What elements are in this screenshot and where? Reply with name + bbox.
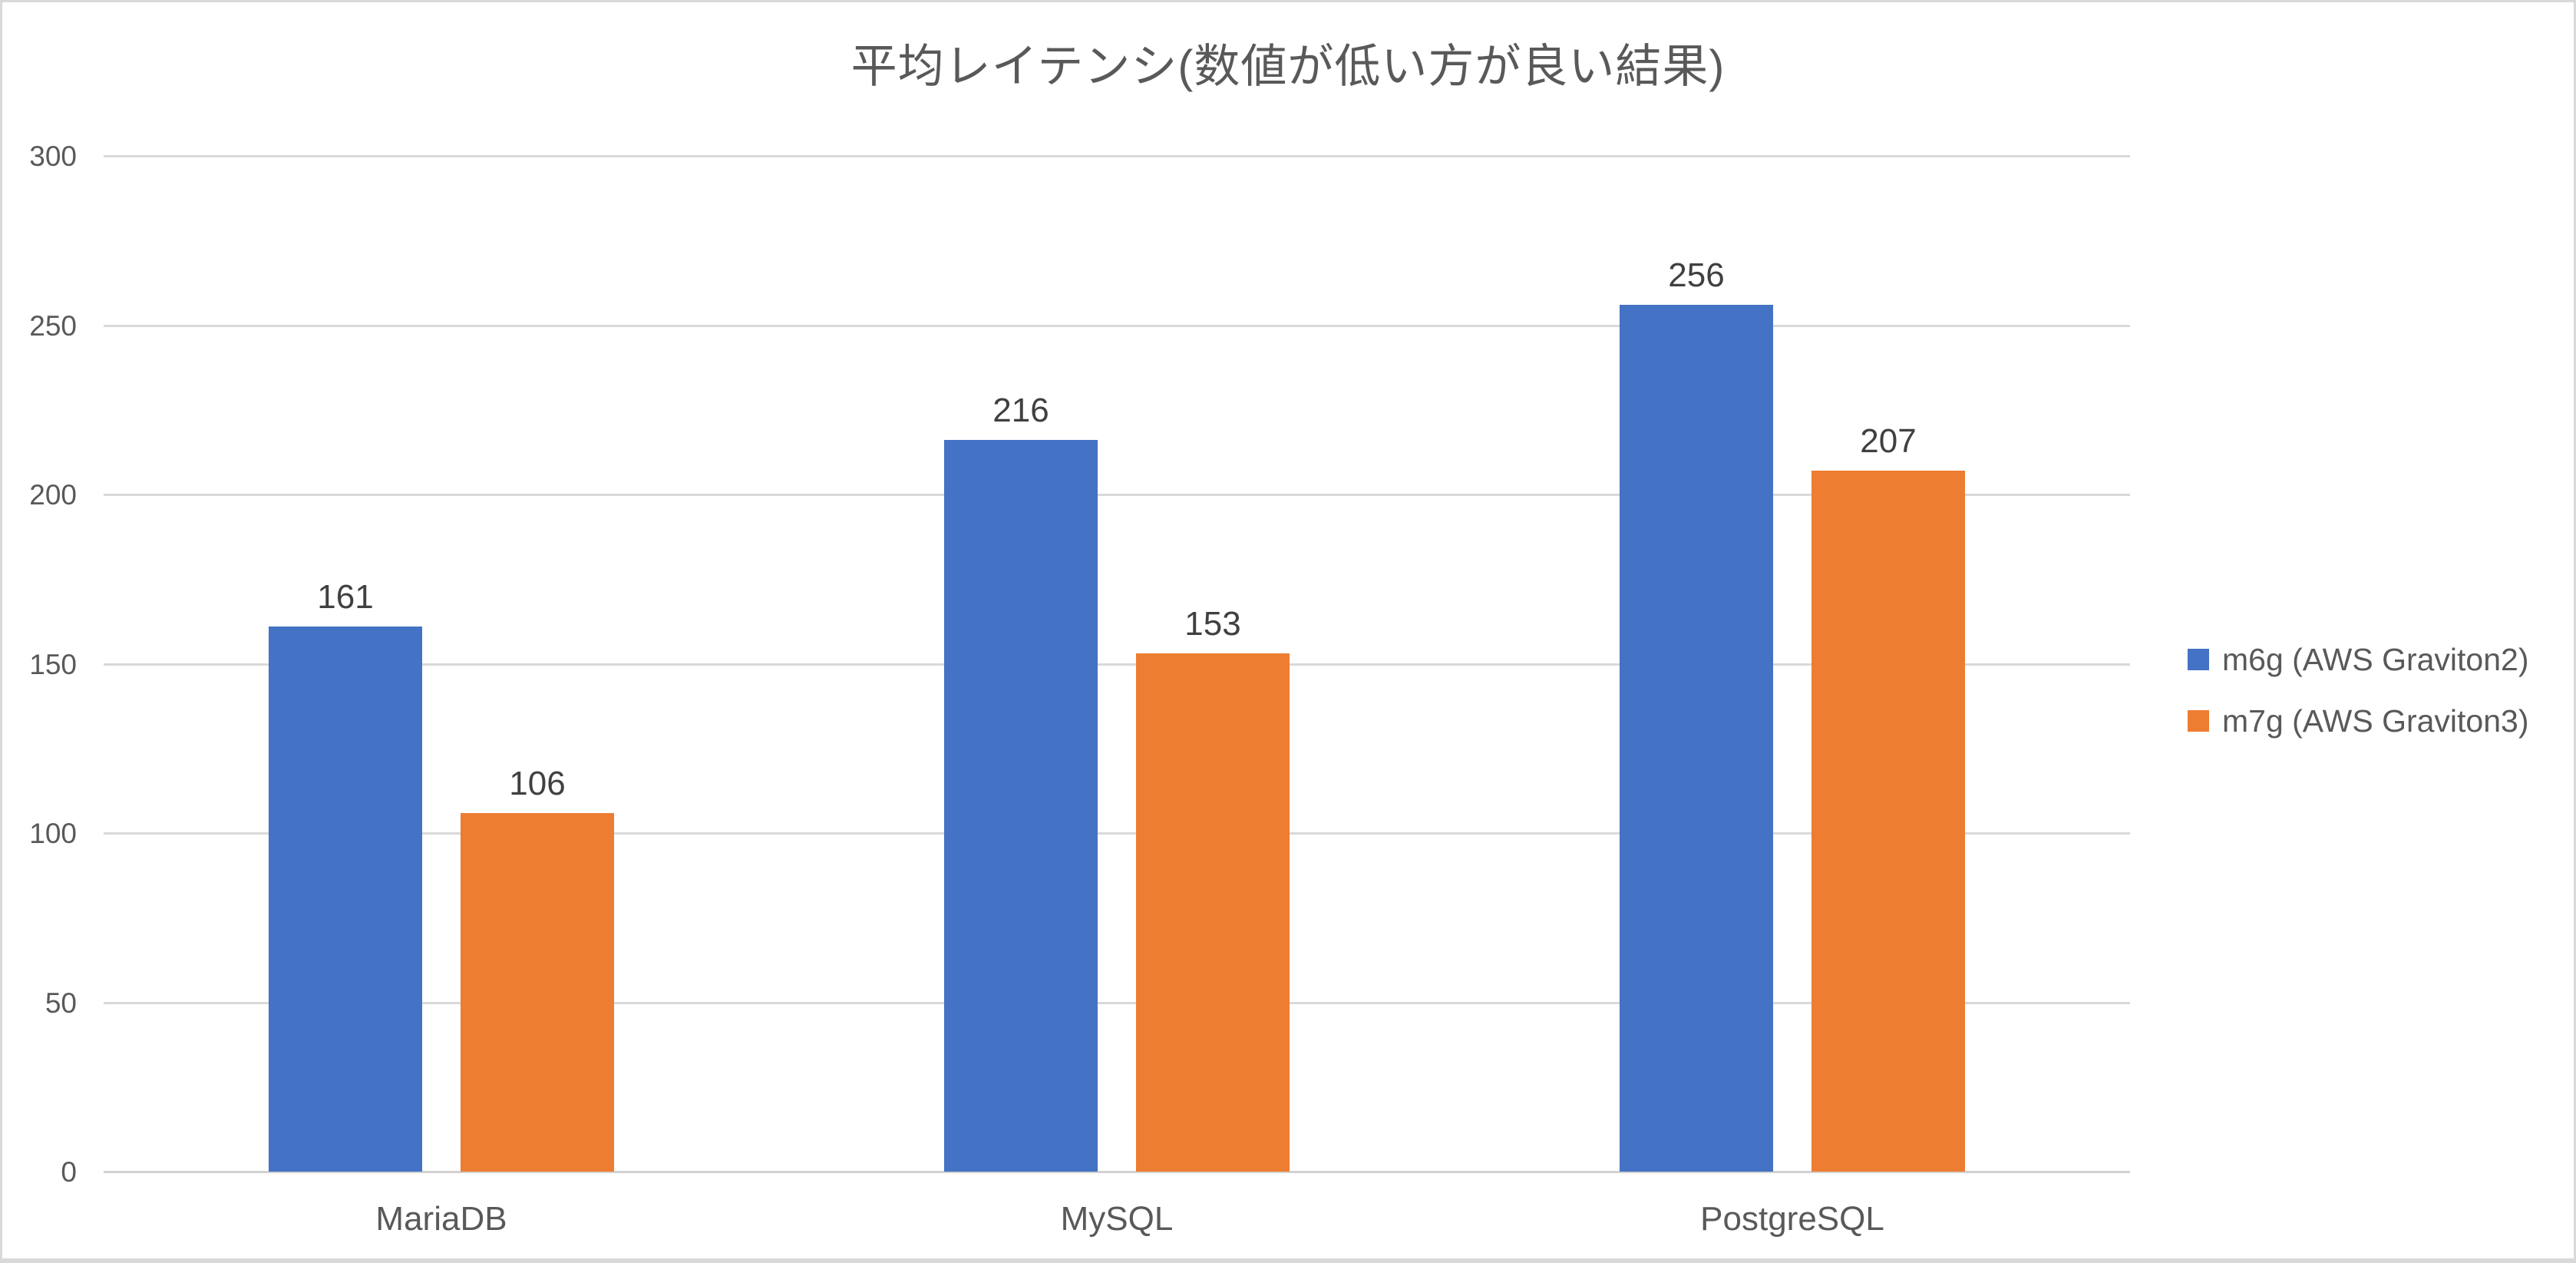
- bar-postgresql-m7g: [1811, 471, 1965, 1172]
- y-axis-tick-label: 0: [61, 1156, 77, 1188]
- y-axis-tick-label: 250: [29, 309, 77, 342]
- data-label-mysql-m7g: 153: [1184, 605, 1241, 643]
- data-label-postgresql-m6g: 256: [1668, 256, 1725, 295]
- bar-mariadb-m7g: [461, 812, 614, 1172]
- gridline: [104, 1001, 2130, 1004]
- bar-mysql-m6g: [944, 440, 1098, 1172]
- legend-item: m6g (AWS Graviton2): [2188, 640, 2528, 679]
- gridline: [104, 663, 2130, 666]
- legend-swatch-icon: [2188, 649, 2209, 670]
- legend-item: m7g (AWS Graviton3): [2188, 701, 2528, 741]
- legend-label: m7g (AWS Graviton3): [2222, 703, 2529, 739]
- data-label-mariadb-m7g: 106: [509, 764, 566, 802]
- y-axis-tick-label: 200: [29, 479, 77, 511]
- gridline: [104, 494, 2130, 496]
- x-axis-category-label: PostgreSQL: [1700, 1200, 1884, 1238]
- bar-mysql-m7g: [1136, 653, 1290, 1172]
- bar-mariadb-m6g: [269, 626, 422, 1172]
- y-axis-tick-label: 150: [29, 648, 77, 680]
- legend: m6g (AWS Graviton2) m7g (AWS Graviton3): [2188, 640, 2528, 762]
- data-label-postgresql-m7g: 207: [1860, 422, 1917, 461]
- legend-swatch-icon: [2188, 710, 2209, 732]
- y-axis-tick-label: 300: [29, 141, 77, 172]
- chart-title: 平均レイテンシ(数値が低い方が良い結果): [850, 41, 1726, 92]
- bar-postgresql-m6g: [1620, 305, 1773, 1172]
- y-axis-tick-label: 50: [45, 987, 77, 1019]
- data-label-mariadb-m6g: 161: [317, 577, 374, 616]
- x-axis-category-label: MySQL: [1060, 1200, 1174, 1238]
- x-axis-line: [104, 1171, 2130, 1173]
- data-label-mysql-m6g: 216: [992, 392, 1049, 430]
- gridline: [104, 832, 2130, 835]
- legend-label: m6g (AWS Graviton2): [2222, 641, 2529, 677]
- gridline: [104, 155, 2130, 157]
- x-axis-category-label: MariaDB: [375, 1200, 507, 1238]
- gridline: [104, 324, 2130, 327]
- y-axis-tick-label: 100: [29, 818, 77, 849]
